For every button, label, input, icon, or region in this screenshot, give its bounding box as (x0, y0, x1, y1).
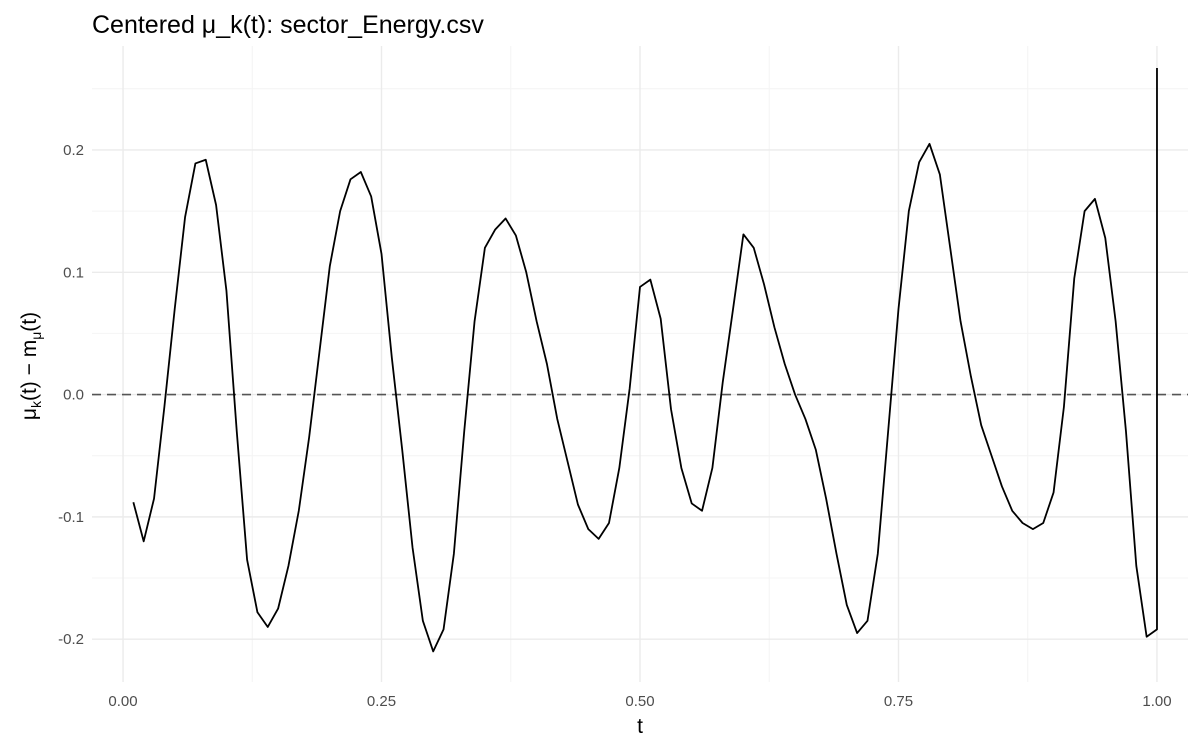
y-axis-title-mu: μ (18, 408, 41, 420)
series-line (132, 68, 1158, 653)
y-axis-title-end: (t) (18, 312, 41, 332)
chart-title: Centered μ_k(t): sector_Energy.csv (92, 11, 484, 39)
y-axis-title-sub-mu: μ (28, 332, 44, 340)
y-tick-label: -0.1 (58, 509, 84, 526)
y-axis-title: μk(t) − mμ(t) (18, 312, 44, 420)
y-axis-title-mid: (t) − m (18, 340, 41, 401)
x-tick-label: 0.25 (367, 693, 396, 710)
y-tick-label: 0.1 (63, 264, 84, 281)
y-tick-label: 0.2 (63, 142, 84, 159)
series-lines (132, 68, 1158, 653)
x-axis-title: t (637, 715, 643, 738)
tick-labels: 0.00 0.25 0.50 0.75 1.00 -0.2 -0.1 0.0 0.1 0.2 (58, 142, 1171, 710)
y-tick-label: 0.0 (63, 387, 84, 404)
y-tick-label: -0.2 (58, 631, 84, 648)
y-axis-title-sub-k: k (28, 400, 44, 408)
x-tick-label: 1.00 (1142, 693, 1171, 710)
x-tick-label: 0.75 (884, 693, 913, 710)
grid-lines (92, 46, 1188, 682)
x-tick-label: 0.50 (625, 693, 654, 710)
x-tick-label: 0.00 (108, 693, 137, 710)
